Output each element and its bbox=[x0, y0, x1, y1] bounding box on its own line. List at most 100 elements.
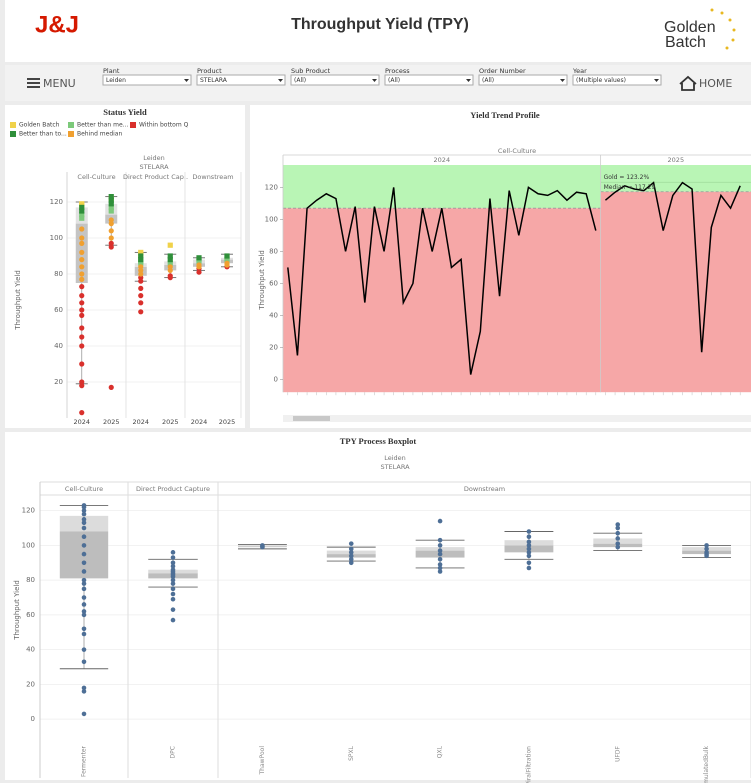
home-button[interactable]: HOME bbox=[679, 75, 732, 91]
point bbox=[81, 569, 87, 574]
home-label[interactable]: HOME bbox=[699, 77, 732, 90]
point bbox=[138, 285, 144, 291]
filter-value[interactable]: (All) bbox=[482, 77, 494, 84]
point bbox=[224, 253, 230, 259]
x-tick-label: 2025 bbox=[162, 418, 179, 426]
y-tick-label: 100 bbox=[50, 234, 63, 242]
point bbox=[81, 711, 87, 717]
page-title: Throughput Yield (TPY) bbox=[291, 16, 469, 33]
point bbox=[170, 574, 176, 579]
scrollbar[interactable] bbox=[283, 415, 751, 422]
legend-swatch bbox=[68, 122, 74, 128]
point bbox=[81, 534, 87, 540]
point bbox=[260, 543, 265, 549]
point bbox=[108, 384, 114, 390]
point bbox=[81, 525, 87, 531]
filter-dropdown[interactable] bbox=[196, 74, 286, 86]
point bbox=[167, 253, 173, 259]
point bbox=[81, 602, 87, 607]
point bbox=[526, 546, 532, 552]
point bbox=[704, 553, 709, 559]
filter-value[interactable]: (Multiple values) bbox=[576, 77, 626, 84]
point bbox=[81, 511, 87, 517]
filter-value[interactable]: Leiden bbox=[106, 77, 126, 84]
point bbox=[79, 249, 85, 255]
chart-title: Yield Trend Profile bbox=[470, 110, 540, 120]
point bbox=[526, 529, 532, 534]
filter-label: Sub Product bbox=[291, 67, 331, 75]
y-tick-label: 0 bbox=[274, 375, 278, 383]
point bbox=[79, 343, 85, 349]
point bbox=[224, 262, 230, 268]
y-axis-label: Throughput Yield bbox=[13, 580, 21, 641]
filter-value[interactable]: STELARA bbox=[200, 77, 228, 84]
year-label: 2024 bbox=[434, 156, 451, 164]
legend-label: Better than me... bbox=[77, 122, 128, 129]
scrollbar-thumb[interactable] bbox=[293, 416, 330, 421]
chart-subtitle: Leiden bbox=[143, 154, 165, 162]
filter-dropdown[interactable] bbox=[384, 74, 474, 86]
point bbox=[81, 609, 87, 614]
point bbox=[348, 556, 354, 562]
point bbox=[437, 551, 443, 557]
filter-value[interactable]: (All) bbox=[294, 77, 306, 84]
point bbox=[170, 563, 176, 569]
filter-value[interactable]: (All) bbox=[388, 77, 400, 84]
dropdown-arrow bbox=[654, 79, 659, 82]
point bbox=[167, 260, 173, 266]
y-tick-label: 60 bbox=[54, 306, 63, 314]
filter-dropdown[interactable] bbox=[478, 74, 568, 86]
filter-label: Plant bbox=[103, 67, 120, 75]
group-label: Direct Product Capture bbox=[136, 485, 210, 493]
y-tick-label: 100 bbox=[22, 541, 35, 549]
point bbox=[437, 548, 443, 553]
point bbox=[170, 581, 176, 586]
point bbox=[437, 543, 443, 548]
point bbox=[79, 240, 85, 246]
point bbox=[108, 201, 114, 207]
x-tick-label: UFDF bbox=[614, 745, 621, 761]
point bbox=[167, 242, 173, 248]
point bbox=[81, 551, 87, 557]
filter-dropdown[interactable] bbox=[572, 74, 662, 86]
point bbox=[170, 607, 176, 612]
point bbox=[108, 235, 114, 241]
legend-swatch bbox=[10, 131, 16, 137]
trend-line bbox=[604, 181, 741, 353]
point bbox=[196, 264, 202, 270]
filter-dropdown[interactable] bbox=[290, 74, 380, 86]
point bbox=[170, 617, 176, 623]
point bbox=[437, 562, 443, 567]
point bbox=[138, 278, 144, 284]
point bbox=[81, 685, 87, 691]
chart-subtitle: Leiden bbox=[384, 454, 406, 462]
y-tick-label: 120 bbox=[22, 507, 35, 515]
point bbox=[81, 543, 87, 548]
point bbox=[79, 379, 85, 385]
point bbox=[81, 520, 87, 526]
point bbox=[196, 255, 202, 261]
point bbox=[79, 235, 85, 241]
point bbox=[79, 361, 85, 367]
chart-title: Status Yield bbox=[103, 107, 147, 117]
menu-button[interactable]: MENU bbox=[27, 77, 76, 90]
y-tick-label: 80 bbox=[26, 576, 35, 584]
point bbox=[138, 264, 144, 270]
point bbox=[170, 550, 176, 555]
point bbox=[138, 267, 144, 273]
menu-label[interactable]: MENU bbox=[43, 77, 76, 90]
x-tick-label: 2025 bbox=[219, 418, 236, 426]
point bbox=[79, 284, 85, 290]
point bbox=[108, 197, 114, 203]
x-tick-label: 2024 bbox=[132, 418, 149, 426]
filter-dropdown[interactable] bbox=[102, 74, 192, 86]
x-tick-label: 2024 bbox=[73, 418, 90, 426]
filter-label: Process bbox=[385, 67, 410, 75]
point bbox=[108, 194, 114, 200]
point bbox=[526, 565, 532, 571]
brand-logo: Golden Batch bbox=[664, 8, 736, 51]
point bbox=[348, 546, 354, 552]
point bbox=[81, 659, 87, 665]
point bbox=[138, 260, 144, 266]
point bbox=[79, 410, 85, 416]
